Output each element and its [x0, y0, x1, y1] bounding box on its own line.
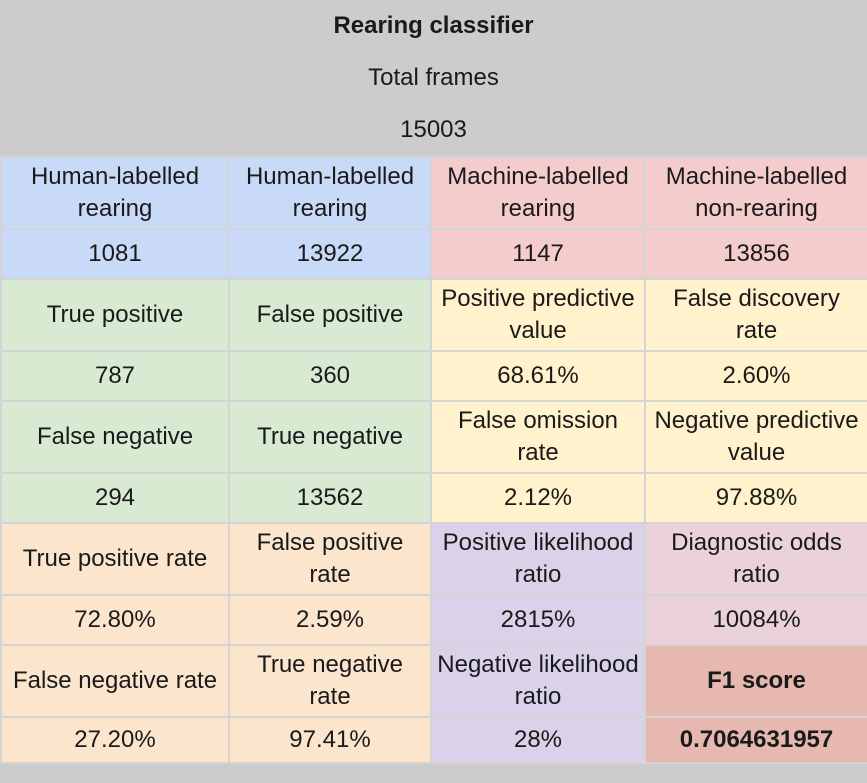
- human-labelled-rearing-label[interactable]: Human-labelled rearing: [0, 156, 230, 230]
- false-negative-rate-label[interactable]: False negative rate: [0, 644, 230, 718]
- false-positive-rate-value[interactable]: 2.59%: [228, 594, 432, 646]
- diagnostic-odds-ratio-value[interactable]: 10084%: [644, 594, 867, 646]
- table-row: Human-labelled rearing Human-labelled re…: [0, 156, 867, 230]
- machine-labelled-rearing-label[interactable]: Machine-labelled rearing: [430, 156, 646, 230]
- table-row: 1081 13922 1147 13856: [0, 228, 867, 280]
- table-row: 72.80% 2.59% 2815% 10084%: [0, 594, 867, 646]
- positive-likelihood-ratio-value[interactable]: 2815%: [430, 594, 646, 646]
- positive-predictive-value-label[interactable]: Positive predictive value: [430, 278, 646, 352]
- table-row: False negative rate True negative rate N…: [0, 644, 867, 718]
- true-negative-label[interactable]: True negative: [228, 400, 432, 474]
- negative-likelihood-ratio-label[interactable]: Negative likelihood ratio: [430, 644, 646, 718]
- table-row: 294 13562 2.12% 97.88%: [0, 472, 867, 524]
- false-negative-label[interactable]: False negative: [0, 400, 230, 474]
- table-row: False negative True negative False omiss…: [0, 400, 867, 474]
- table-row: True positive False positive Positive pr…: [0, 278, 867, 352]
- f1-score-label[interactable]: F1 score: [644, 644, 867, 718]
- table-row: True positive rate False positive rate P…: [0, 522, 867, 596]
- human-labelled-rearing-label-2[interactable]: Human-labelled rearing: [228, 156, 432, 230]
- classifier-title: Rearing classifier: [333, 12, 534, 39]
- false-negative-rate-value[interactable]: 27.20%: [0, 716, 230, 764]
- table-row: 27.20% 97.41% 28% 0.7064631957: [0, 716, 867, 764]
- false-discovery-rate-label[interactable]: False discovery rate: [644, 278, 867, 352]
- machine-labelled-rearing-count[interactable]: 1147: [430, 228, 646, 280]
- false-positive-rate-label[interactable]: False positive rate: [228, 522, 432, 596]
- false-omission-rate-label[interactable]: False omission rate: [430, 400, 646, 474]
- human-labelled-rearing-count-2[interactable]: 13922: [228, 228, 432, 280]
- total-frames-value: 15003: [400, 116, 467, 143]
- sheet-header: Rearing classifier Total frames 15003: [0, 0, 867, 156]
- true-negative-rate-label[interactable]: True negative rate: [228, 644, 432, 718]
- total-frames-label: Total frames: [368, 64, 499, 91]
- false-discovery-rate-value[interactable]: 2.60%: [644, 350, 867, 402]
- diagnostic-odds-ratio-label[interactable]: Diagnostic odds ratio: [644, 522, 867, 596]
- machine-labelled-non-rearing-count[interactable]: 13856: [644, 228, 867, 280]
- positive-predictive-value[interactable]: 68.61%: [430, 350, 646, 402]
- negative-predictive-value[interactable]: 97.88%: [644, 472, 867, 524]
- true-negative-rate-value[interactable]: 97.41%: [228, 716, 432, 764]
- false-positive-label[interactable]: False positive: [228, 278, 432, 352]
- machine-labelled-non-rearing-label[interactable]: Machine-labelled non-rearing: [644, 156, 867, 230]
- true-positive-rate-value[interactable]: 72.80%: [0, 594, 230, 646]
- table-row: 787 360 68.61% 2.60%: [0, 350, 867, 402]
- false-negative-value[interactable]: 294: [0, 472, 230, 524]
- true-negative-value[interactable]: 13562: [228, 472, 432, 524]
- true-positive-label[interactable]: True positive: [0, 278, 230, 352]
- false-positive-value[interactable]: 360: [228, 350, 432, 402]
- f1-score-value[interactable]: 0.7064631957: [644, 716, 867, 764]
- positive-likelihood-ratio-label[interactable]: Positive likelihood ratio: [430, 522, 646, 596]
- metrics-table: Human-labelled rearing Human-labelled re…: [0, 156, 867, 764]
- true-positive-rate-label[interactable]: True positive rate: [0, 522, 230, 596]
- negative-predictive-value-label[interactable]: Negative predictive value: [644, 400, 867, 474]
- false-omission-rate-value[interactable]: 2.12%: [430, 472, 646, 524]
- negative-likelihood-ratio-value[interactable]: 28%: [430, 716, 646, 764]
- human-labelled-rearing-count[interactable]: 1081: [0, 228, 230, 280]
- true-positive-value[interactable]: 787: [0, 350, 230, 402]
